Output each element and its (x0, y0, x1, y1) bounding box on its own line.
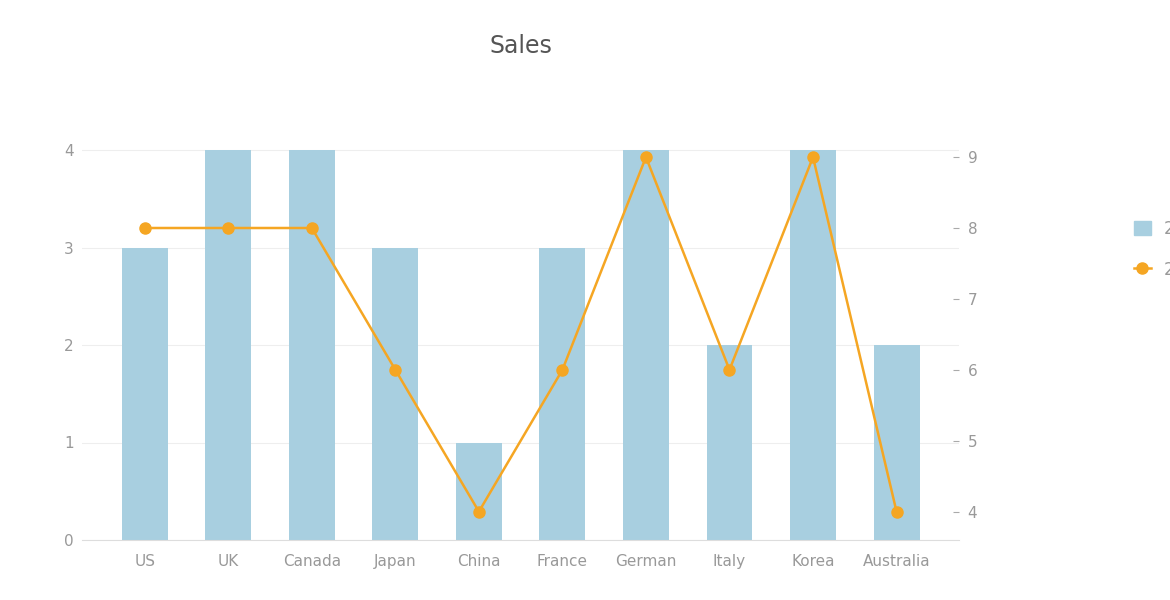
Bar (205, 150, 252, 540)
Bar (372, 247, 419, 540)
Bar (539, 247, 585, 540)
Bar (622, 150, 669, 540)
Bar (874, 345, 920, 540)
Legend: 2013, 2014: 2013, 2014 (1126, 211, 1170, 287)
Bar (122, 247, 167, 540)
Bar (790, 150, 837, 540)
Bar (707, 345, 752, 540)
Bar (456, 443, 502, 540)
Bar (289, 150, 335, 540)
Title: Sales: Sales (489, 34, 552, 58)
